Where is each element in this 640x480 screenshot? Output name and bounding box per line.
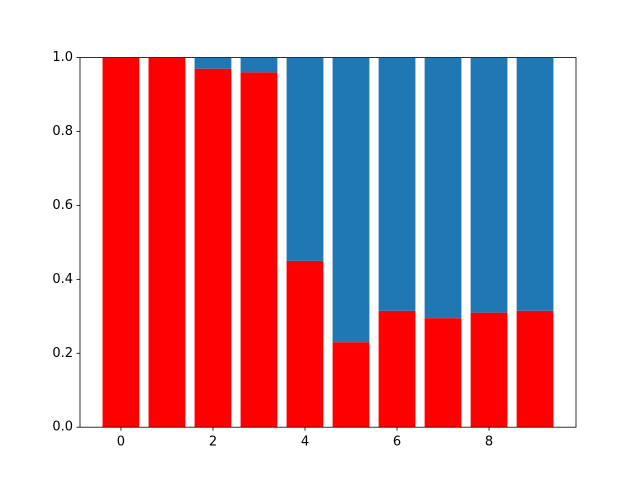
bar-segment bbox=[516, 57, 554, 311]
y-tick-label: 0.6 bbox=[52, 198, 73, 213]
bar-segment bbox=[378, 57, 416, 311]
bar-segment bbox=[194, 68, 232, 428]
bar-segment bbox=[286, 57, 324, 261]
bar-segment bbox=[424, 318, 462, 428]
bar-segment bbox=[470, 312, 508, 428]
bar-segment bbox=[424, 57, 462, 319]
x-tick-label: 4 bbox=[301, 435, 309, 450]
x-tick-label: 6 bbox=[393, 435, 401, 450]
bar-segment bbox=[240, 72, 278, 428]
y-tick-label: 0.2 bbox=[52, 346, 73, 361]
bar-segment bbox=[286, 260, 324, 428]
y-tick-label: 0.8 bbox=[52, 124, 73, 139]
y-tick-label: 0.4 bbox=[52, 272, 73, 287]
bar-segment bbox=[516, 310, 554, 428]
axes-frame bbox=[79, 57, 577, 428]
bar-segment bbox=[332, 342, 370, 428]
x-tick-label: 8 bbox=[485, 435, 493, 450]
bar-segment bbox=[194, 57, 232, 69]
bar-segment bbox=[240, 57, 278, 73]
x-tick-label: 2 bbox=[209, 435, 217, 450]
x-tick-label: 0 bbox=[117, 435, 125, 450]
y-tick-label: 1.0 bbox=[52, 50, 73, 65]
y-tick-label: 0.0 bbox=[52, 420, 73, 435]
bar-segment bbox=[470, 57, 508, 313]
bar-segment bbox=[102, 57, 140, 428]
bar-segment bbox=[332, 57, 370, 343]
bar-segment bbox=[148, 57, 186, 428]
bar-segment bbox=[378, 310, 416, 428]
